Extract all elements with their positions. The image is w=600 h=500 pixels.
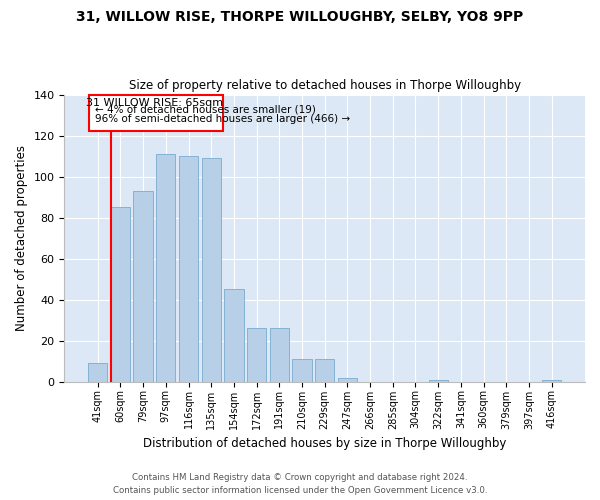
Bar [542, 380, 562, 382]
Bar [428, 380, 448, 382]
Y-axis label: Number of detached properties: Number of detached properties [15, 145, 28, 331]
Text: 31, WILLOW RISE, THORPE WILLOUGHBY, SELBY, YO8 9PP: 31, WILLOW RISE, THORPE WILLOUGHBY, SELB… [76, 10, 524, 24]
Bar [156, 154, 175, 382]
Bar [269, 328, 289, 382]
Bar [338, 378, 357, 382]
Bar [179, 156, 198, 382]
X-axis label: Distribution of detached houses by size in Thorpe Willoughby: Distribution of detached houses by size … [143, 437, 506, 450]
Title: Size of property relative to detached houses in Thorpe Willoughby: Size of property relative to detached ho… [128, 79, 521, 92]
Bar [247, 328, 266, 382]
Text: Contains HM Land Registry data © Crown copyright and database right 2024.
Contai: Contains HM Land Registry data © Crown c… [113, 474, 487, 495]
Bar [292, 359, 311, 382]
Bar [88, 363, 107, 382]
Text: ← 4% of detached houses are smaller (19): ← 4% of detached houses are smaller (19) [95, 105, 316, 115]
Text: 31 WILLOW RISE: 65sqm: 31 WILLOW RISE: 65sqm [86, 98, 223, 108]
FancyBboxPatch shape [89, 94, 223, 132]
Text: 96% of semi-detached houses are larger (466) →: 96% of semi-detached houses are larger (… [95, 114, 350, 124]
Bar [315, 359, 334, 382]
Bar [202, 158, 221, 382]
Bar [111, 208, 130, 382]
Bar [224, 290, 244, 382]
Bar [133, 191, 153, 382]
